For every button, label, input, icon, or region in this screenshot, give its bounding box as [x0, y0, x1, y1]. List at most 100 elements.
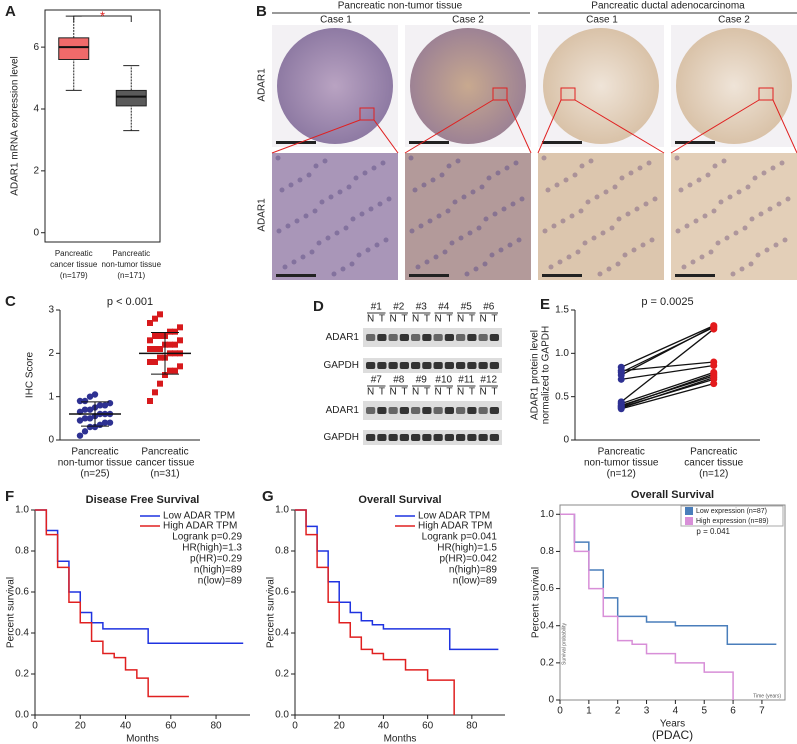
pair-line [621, 376, 714, 409]
nucleus [316, 240, 322, 246]
nucleus [464, 271, 470, 277]
lane-label: T [424, 314, 430, 325]
sample-label: #3 [416, 302, 428, 313]
nucleus [386, 196, 392, 202]
zoom-box [758, 87, 774, 101]
nucleus [300, 254, 306, 260]
chart-title: Overall Survival [631, 489, 714, 501]
stat-label: HR(high)=1.5 [437, 543, 497, 554]
survival-curve [560, 513, 777, 646]
stat-label: p = 0.041 [696, 527, 730, 536]
band [422, 434, 432, 441]
nucleus [646, 160, 652, 166]
nucleus [409, 228, 415, 234]
nucleus [652, 196, 658, 202]
y-tick-label: 1.0 [540, 509, 554, 520]
sample-label: #9 [416, 375, 428, 386]
blot-row-label: ADAR1 [326, 405, 360, 416]
lane-label: N [480, 314, 487, 325]
legend-swatch [685, 517, 693, 525]
stat-label: Logrank p=0.041 [422, 532, 498, 543]
nucleus [727, 194, 733, 200]
point [86, 406, 94, 413]
nucleus [313, 163, 319, 169]
panel-label: F [5, 488, 14, 505]
nucleus [408, 155, 414, 161]
point [106, 419, 114, 426]
band [489, 362, 499, 369]
sample-label: #8 [393, 375, 405, 386]
category-label: non-tumor tissue [58, 458, 133, 469]
nucleus [560, 218, 566, 224]
nucleus [501, 206, 507, 212]
band [489, 334, 499, 341]
nucleus [516, 237, 522, 243]
lane-label: T [446, 387, 452, 398]
ihc-images [271, 25, 797, 280]
y-tick-label: 0.6 [15, 587, 29, 598]
zoom-image [538, 153, 664, 280]
nucleus [470, 189, 476, 195]
blot-row-label: ADAR1 [326, 332, 360, 343]
pair-line [621, 383, 714, 410]
lane-label: T [401, 314, 407, 325]
nucleus [724, 235, 730, 241]
nucleus [291, 259, 297, 265]
nucleus [609, 225, 615, 231]
y-tick-label: 0 [563, 435, 569, 446]
nucleus [649, 237, 655, 243]
y-tick-label: 0.2 [15, 669, 29, 680]
sample-label: #4 [438, 302, 450, 313]
survival-curve [295, 509, 455, 715]
y-tick-label: 0.4 [540, 620, 554, 631]
lane-label: N [435, 314, 442, 325]
nucleus [733, 230, 739, 236]
lane-label: T [469, 387, 475, 398]
band [388, 362, 398, 369]
scale-bar [276, 141, 316, 144]
point [167, 328, 173, 335]
band [467, 434, 477, 441]
nucleus [776, 201, 782, 207]
nucleus [718, 199, 724, 205]
nucleus [557, 259, 563, 265]
significance-bracket [73, 15, 132, 22]
x-tick-label: 20 [334, 721, 346, 732]
nucleus [566, 254, 572, 260]
nucleus [449, 240, 455, 246]
y-tick-label: 0.4 [275, 628, 289, 639]
blot-row-label: GAPDH [323, 432, 359, 443]
blot-strip [363, 358, 502, 373]
category-label: Pancreatic [690, 447, 737, 458]
zoom-line [670, 99, 760, 154]
tma-core [410, 28, 526, 144]
zoom-box [560, 87, 576, 101]
point [177, 324, 183, 331]
legend-label: High ADAR TPM [163, 521, 237, 532]
nucleus [483, 216, 489, 222]
y-tick-label: 2 [33, 165, 39, 176]
y-tick-label: 0.6 [275, 587, 289, 598]
point [152, 346, 158, 352]
point [91, 423, 99, 431]
point [76, 432, 84, 439]
point [147, 346, 153, 352]
tma-core [543, 28, 659, 144]
nucleus [678, 187, 684, 193]
nucleus [730, 271, 736, 277]
x-tick-label: 0 [557, 706, 563, 717]
nucleus [365, 247, 371, 253]
band [366, 434, 376, 441]
nucleus [445, 208, 451, 214]
panel-label: C [5, 293, 16, 310]
point [157, 333, 163, 339]
band [478, 362, 488, 369]
nucleus [696, 177, 702, 183]
x-tick-label: 40 [378, 721, 390, 732]
band [456, 434, 466, 441]
pair-line [621, 371, 714, 405]
nucleus [612, 184, 618, 190]
panel-label: G [262, 488, 274, 505]
nucleus [510, 201, 516, 207]
